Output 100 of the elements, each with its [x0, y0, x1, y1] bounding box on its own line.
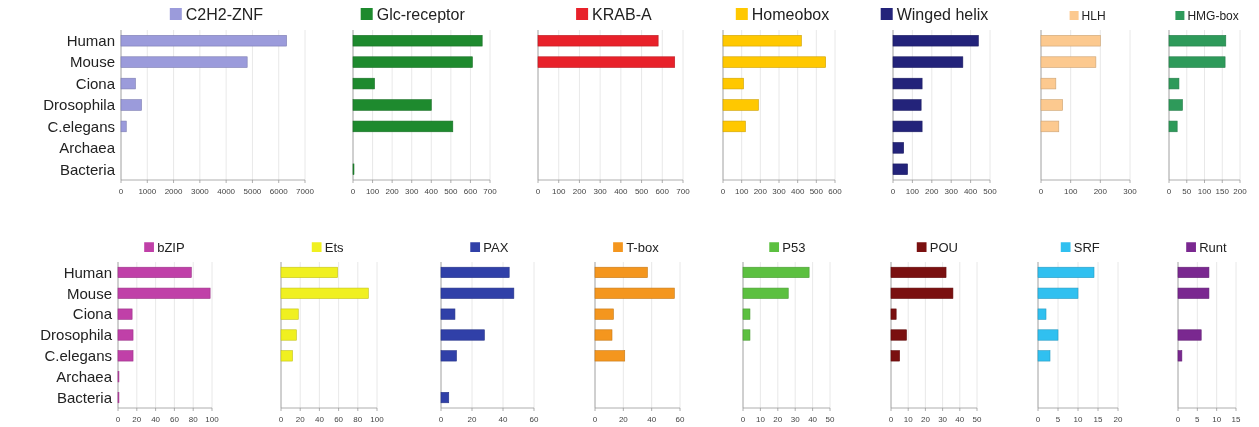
legend-label: P53 — [782, 240, 806, 255]
x-tick-label: 7000 — [296, 187, 315, 196]
bar — [1040, 99, 1063, 111]
x-tick-label: 6000 — [269, 187, 289, 196]
x-tick-label: 100 — [734, 187, 749, 196]
y-tick-label: Archaea — [59, 139, 116, 157]
x-tick-label: 600 — [655, 187, 670, 196]
bar — [1177, 350, 1183, 362]
bar — [352, 35, 483, 47]
x-tick-label: 600 — [828, 187, 843, 196]
bar — [1177, 329, 1202, 341]
bar — [594, 266, 648, 278]
y-tick-label: Human — [63, 263, 112, 281]
y-tick-label: Drosophila — [43, 96, 116, 114]
bar — [1037, 329, 1059, 341]
bar — [280, 308, 299, 320]
x-tick-label: 0 — [535, 187, 541, 196]
legend-label: SRF — [1073, 240, 1100, 255]
x-tick-label: 100 — [370, 415, 385, 424]
y-tick-label: Bacteria — [59, 160, 116, 178]
legend-label: Ets — [324, 240, 345, 255]
x-tick-label: 15 — [1093, 415, 1103, 424]
x-tick-label: 700 — [483, 187, 498, 196]
x-tick-label: 40 — [314, 415, 325, 424]
x-tick-label: 20 — [295, 415, 306, 424]
y-tick-label: Archaea — [56, 367, 113, 385]
bar — [440, 266, 510, 278]
x-tick-label: 700 — [676, 187, 691, 196]
y-tick-label: Mouse — [69, 53, 115, 71]
bar — [892, 99, 922, 111]
x-tick-label: 50 — [972, 415, 982, 424]
bar — [892, 77, 923, 90]
x-tick-label: 20 — [618, 415, 629, 424]
x-tick-label: 20 — [1113, 415, 1123, 424]
x-tick-label: 0 — [592, 415, 598, 424]
x-tick-label: 0 — [350, 187, 356, 196]
y-tick-label: C.elegans — [47, 117, 115, 135]
x-tick-label: 0 — [118, 187, 124, 196]
bar — [594, 287, 675, 299]
bar — [352, 77, 375, 90]
x-tick-label: 0 — [740, 415, 746, 424]
x-tick-label: 150 — [1215, 187, 1230, 196]
bar — [440, 287, 515, 299]
bar — [1168, 56, 1226, 68]
bar — [1040, 56, 1097, 68]
x-tick-label: 100 — [552, 187, 566, 196]
bar — [120, 35, 287, 47]
bar — [890, 350, 900, 362]
x-tick-label: 20 — [467, 415, 477, 424]
x-tick-label: 0 — [438, 415, 444, 424]
x-tick-label: 60 — [675, 415, 685, 424]
bar — [1037, 266, 1095, 278]
bar — [1040, 120, 1060, 133]
bar — [1168, 120, 1178, 133]
x-tick-label: 0 — [1175, 415, 1181, 424]
legend-label: KRAB-A — [592, 6, 652, 23]
x-tick-label: 20 — [920, 415, 931, 424]
legend-label: Homeobox — [751, 6, 830, 23]
bar — [280, 287, 369, 299]
bar — [117, 308, 133, 320]
bar — [890, 287, 954, 299]
bar — [722, 56, 826, 68]
x-tick-label: 40 — [151, 415, 161, 424]
legend-label: bZIP — [157, 240, 185, 255]
bar — [742, 266, 810, 278]
x-tick-label: 0 — [278, 415, 284, 424]
bar — [594, 308, 614, 320]
bar — [1168, 35, 1227, 47]
x-tick-label: 0 — [1035, 415, 1041, 424]
bar — [1037, 308, 1047, 320]
bar — [1168, 77, 1180, 90]
bar — [722, 77, 744, 90]
y-tick-label: Ciona — [72, 305, 113, 323]
y-tick-label: Bacteria — [56, 388, 113, 406]
x-tick-label: 0 — [720, 187, 726, 196]
bar — [722, 120, 746, 133]
x-tick-label: 400 — [963, 187, 978, 196]
x-tick-label: 200 — [1233, 187, 1248, 196]
bar — [117, 287, 211, 299]
x-tick-label: 300 — [772, 187, 787, 196]
x-tick-label: 5 — [1055, 415, 1061, 424]
bar — [120, 99, 142, 111]
legend-label: POU — [929, 240, 958, 255]
bar — [1040, 77, 1057, 90]
x-tick-label: 500 — [809, 187, 824, 196]
bar — [120, 77, 136, 90]
bar — [352, 120, 454, 133]
x-tick-label: 2000 — [164, 187, 184, 196]
bar — [120, 120, 127, 133]
x-tick-label: 0 — [1038, 187, 1044, 196]
x-tick-label: 300 — [593, 187, 608, 196]
bar — [280, 329, 297, 341]
bar — [892, 120, 923, 133]
bar — [892, 142, 904, 154]
bar — [890, 329, 907, 341]
x-tick-label: 300 — [1123, 187, 1138, 196]
x-tick-label: 0 — [888, 415, 894, 424]
bar — [594, 350, 626, 362]
bar — [1037, 350, 1051, 362]
x-tick-label: 1000 — [138, 187, 157, 196]
